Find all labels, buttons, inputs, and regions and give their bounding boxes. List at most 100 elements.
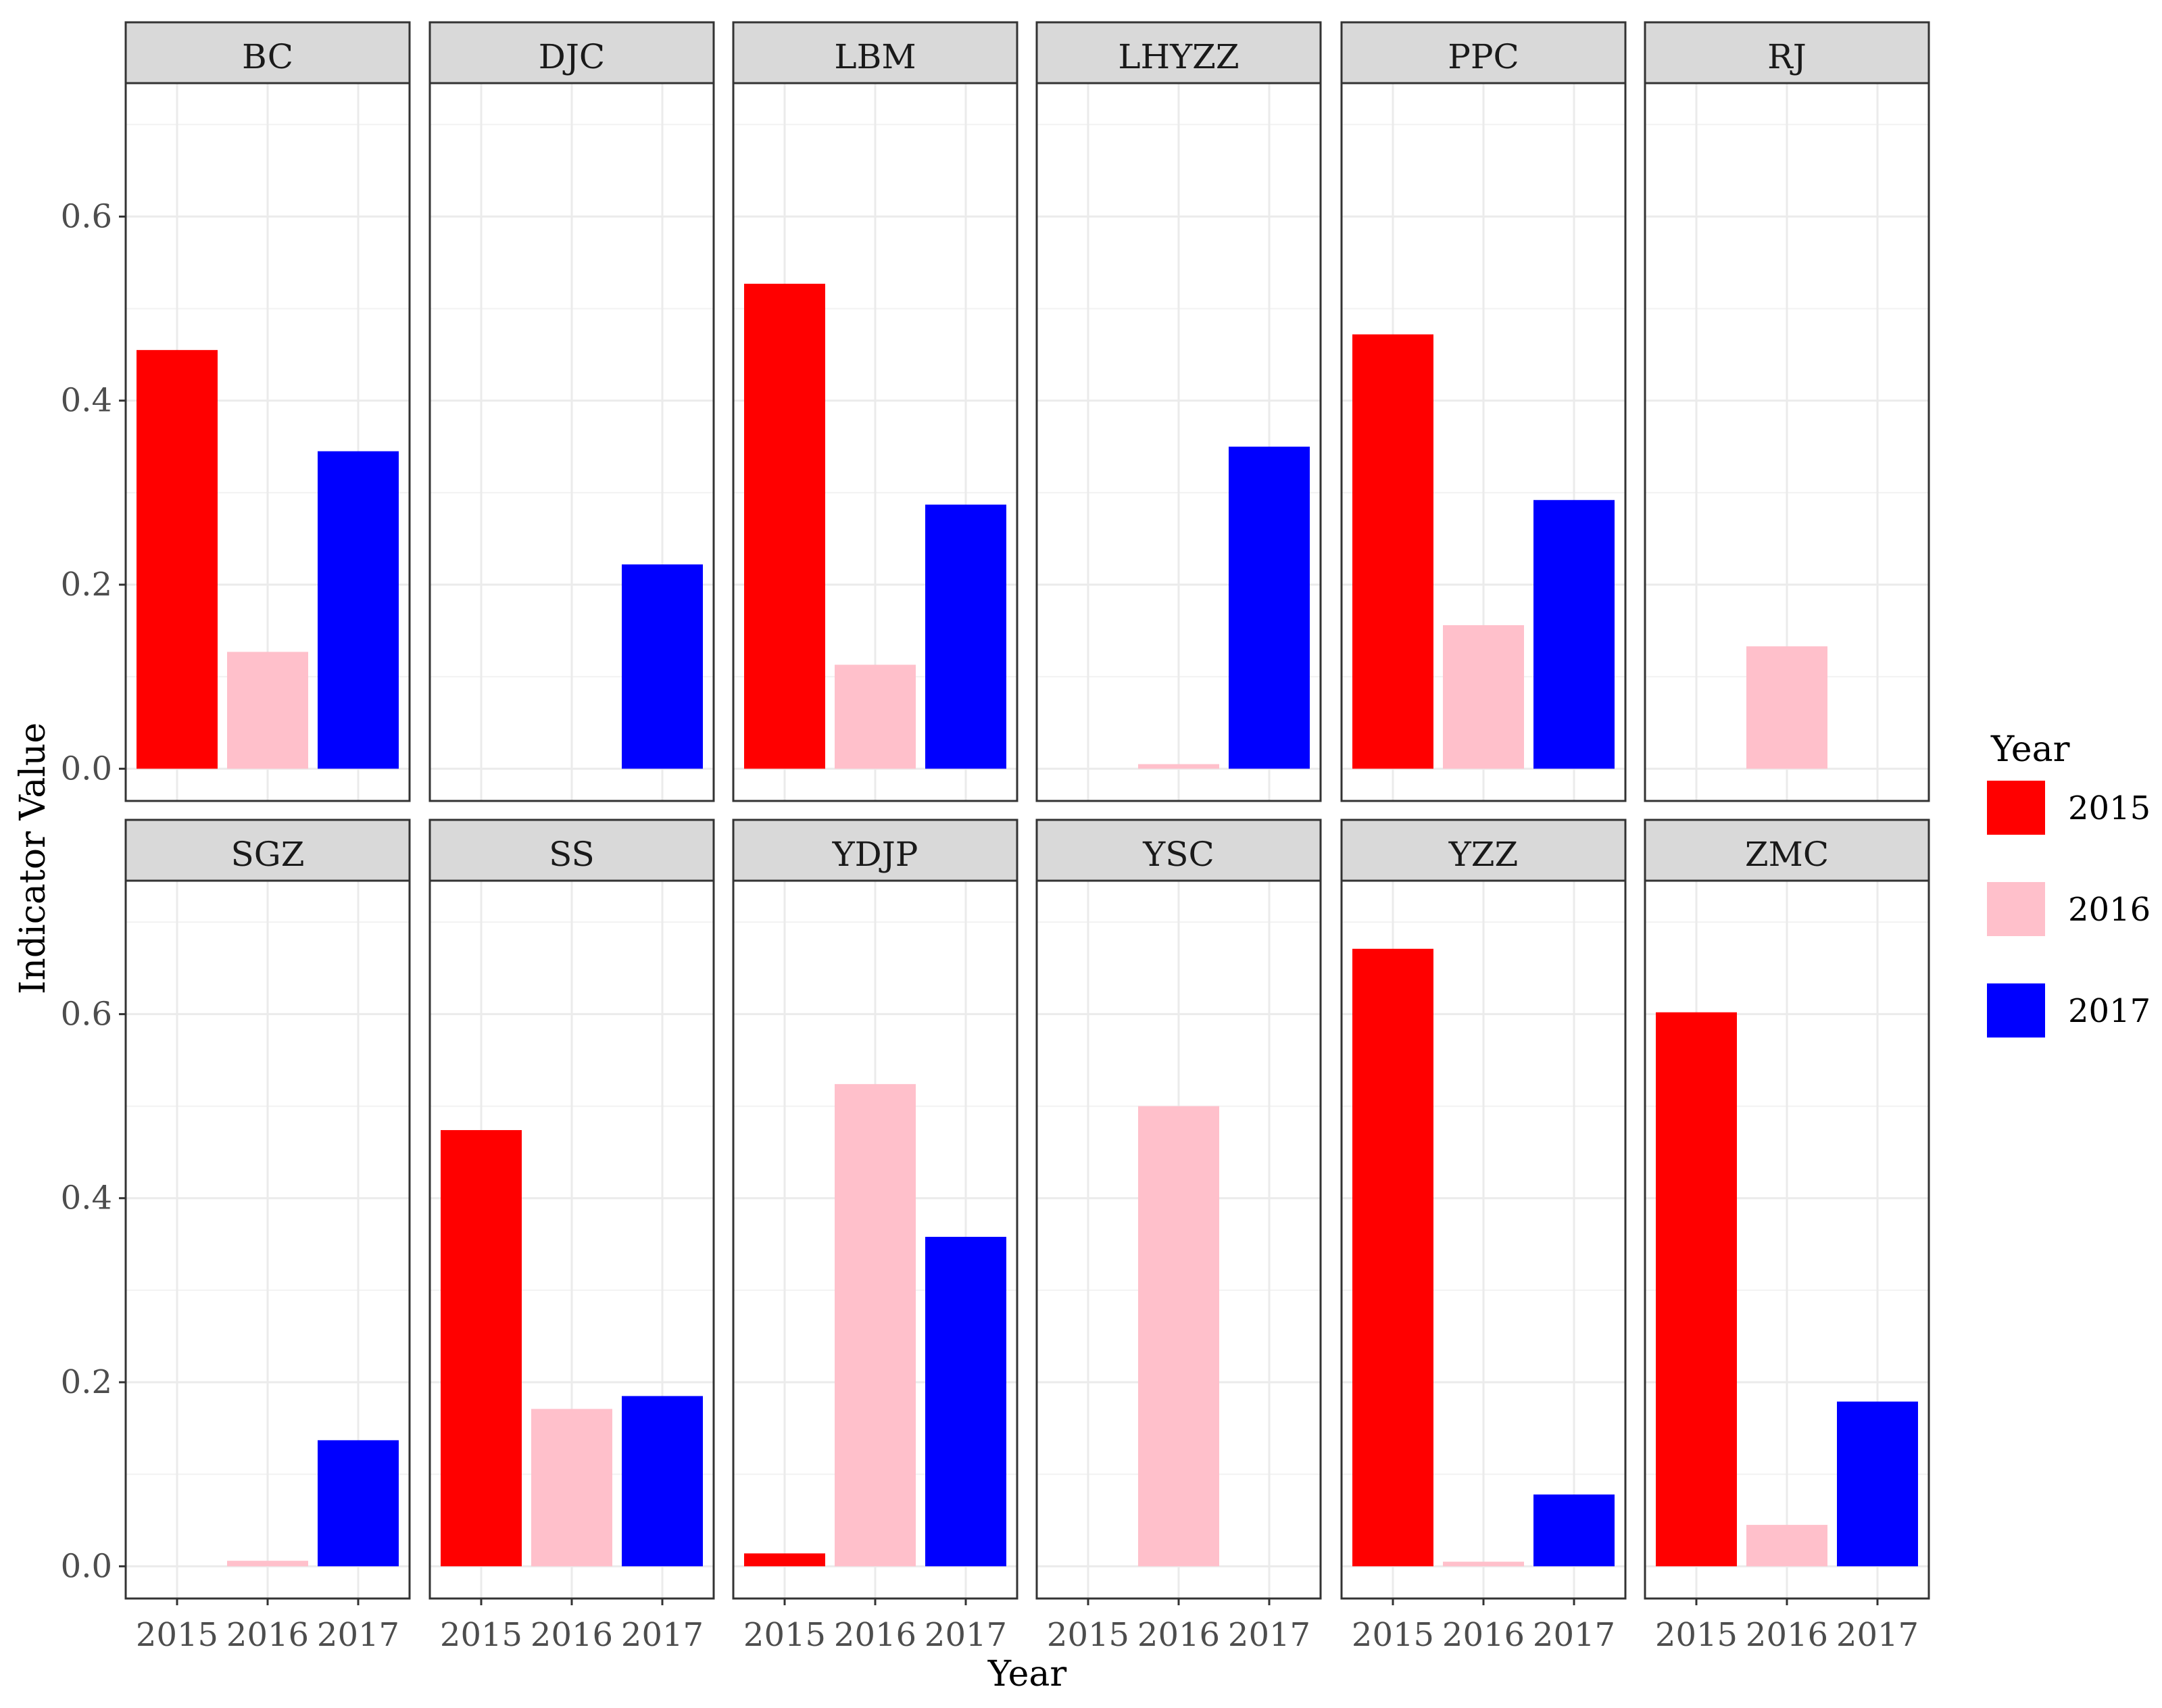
x-tick-label: 2016 <box>1137 1616 1220 1654</box>
panel-border <box>428 82 715 802</box>
bar-sgz-2017 <box>318 1440 399 1567</box>
y-tick-label: 0.6 <box>61 197 112 235</box>
x-tick-label: 2015 <box>743 1616 826 1654</box>
legend-label-2015: 2015 <box>2068 789 2151 827</box>
legend-key-2016 <box>1987 882 2045 936</box>
y-tick-label: 0.6 <box>61 995 112 1033</box>
x-tick-label: 2015 <box>440 1616 522 1654</box>
panel-ppc: PPC <box>1340 21 1627 802</box>
strip-label-ss: SS <box>549 835 595 874</box>
panel-bc: BC <box>124 21 411 802</box>
x-tick-label: 2016 <box>226 1616 309 1654</box>
x-tick-label: 2016 <box>834 1616 916 1654</box>
x-tick-label: 2017 <box>925 1616 1007 1654</box>
x-tick-label: 2017 <box>317 1616 399 1654</box>
strip-label-zmc: ZMC <box>1745 835 1829 874</box>
x-tick-label: 2017 <box>1228 1616 1310 1654</box>
strip-ppc <box>1340 21 1627 84</box>
strip-label-ydjp: YDJP <box>832 835 918 874</box>
bar-zmc-2016 <box>1746 1525 1827 1567</box>
strip-sgz <box>124 819 411 882</box>
strip-ysc <box>1035 819 1322 882</box>
bar-djc-2017 <box>622 564 703 769</box>
bar-ss-2017 <box>622 1396 703 1567</box>
panel-lbm: LBM <box>732 21 1018 802</box>
panel-border <box>1340 82 1627 802</box>
x-tick-label: 2017 <box>1533 1616 1615 1654</box>
bar-ss-2015 <box>441 1129 522 1567</box>
panel-ysc: YSC <box>1035 819 1322 1600</box>
bar-bc-2017 <box>318 451 399 769</box>
y-tick-label: 0.2 <box>61 566 112 604</box>
panel-yzz: YZZ <box>1340 819 1627 1600</box>
panel-ydjp: YDJP <box>732 819 1018 1600</box>
panels-layer: BC DJC LBM LHYZZ PPC RJ SGZ SS YDJP YSC YZZ ZMC <box>124 21 1930 1600</box>
panel-zmc: ZMC <box>1644 819 1930 1600</box>
bar-ydjp-2016 <box>835 1083 916 1567</box>
y-tick-label: 0.0 <box>61 750 112 787</box>
strip-label-bc: BC <box>242 37 293 76</box>
panel-border <box>1644 82 1930 802</box>
bar-zmc-2015 <box>1656 1012 1737 1567</box>
x-tick-label: 2017 <box>1836 1616 1919 1654</box>
strip-djc <box>428 21 715 84</box>
y-axis-title: Indicator Value <box>13 723 53 994</box>
panel-djc: DJC <box>428 21 715 802</box>
x-axis-title: Year <box>987 1654 1067 1694</box>
strip-label-lhyzz: LHYZZ <box>1118 37 1239 76</box>
bar-ysc-2016 <box>1138 1106 1219 1567</box>
bar-ydjp-2017 <box>925 1236 1006 1567</box>
bar-lhyzz-2017 <box>1229 446 1310 769</box>
panel-ss: SS <box>428 819 715 1600</box>
strip-label-rj: RJ <box>1767 37 1807 76</box>
bar-zmc-2017 <box>1837 1401 1918 1567</box>
x-tick-label: 2015 <box>1655 1616 1738 1654</box>
bar-yzz-2017 <box>1533 1494 1615 1567</box>
x-tick-label: 2016 <box>1442 1616 1525 1654</box>
bar-lbm-2017 <box>925 504 1006 769</box>
gridlines <box>1645 83 1929 801</box>
legend-label-2017: 2017 <box>2068 992 2151 1030</box>
x-tick-label: 2015 <box>1352 1616 1434 1654</box>
strip-lhyzz <box>1035 21 1322 84</box>
bar-ppc-2016 <box>1443 625 1524 769</box>
panel-border <box>1035 82 1322 802</box>
y-tick-label: 0.4 <box>61 382 112 420</box>
bar-lbm-2016 <box>835 664 916 769</box>
strip-label-ppc: PPC <box>1448 37 1519 76</box>
panel-border <box>732 82 1018 802</box>
bar-ydjp-2015 <box>744 1553 825 1567</box>
bar-sgz-2016 <box>227 1561 308 1567</box>
bar-ss-2016 <box>531 1409 612 1567</box>
strip-bc <box>124 21 411 84</box>
panel-rj: RJ <box>1644 21 1930 802</box>
panel-border <box>124 82 411 802</box>
strip-yzz <box>1340 819 1627 882</box>
legend-label-2016: 2016 <box>2068 891 2151 929</box>
y-tick-label: 0.4 <box>61 1179 112 1217</box>
bar-lbm-2015 <box>744 283 825 769</box>
x-tick-label: 2015 <box>136 1616 218 1654</box>
panel-lhyzz: LHYZZ <box>1035 21 1322 802</box>
gridlines <box>126 881 410 1599</box>
bar-ppc-2017 <box>1533 499 1615 769</box>
strip-lbm <box>732 21 1018 84</box>
strip-label-yzz: YZZ <box>1448 835 1519 874</box>
x-tick-label: 2016 <box>531 1616 613 1654</box>
strip-label-lbm: LBM <box>834 37 916 76</box>
bar-yzz-2016 <box>1443 1561 1524 1567</box>
legend: Year 2015 2016 2017 <box>1987 729 2151 1038</box>
bar-bc-2016 <box>227 652 308 769</box>
x-axes-layer: 2015 2016 2017 2015 2016 2017 2015 2016 2017 2015… <box>136 1599 1919 1654</box>
legend-key-2015 <box>1987 781 2045 835</box>
strip-rj <box>1644 21 1930 84</box>
x-tick-label: 2016 <box>1746 1616 1828 1654</box>
y-tick-label: 0.2 <box>61 1363 112 1401</box>
bar-rj-2016 <box>1746 646 1827 769</box>
panel-sgz: SGZ <box>124 819 411 1600</box>
bar-ppc-2015 <box>1352 334 1433 769</box>
y-tick-label: 0.0 <box>61 1547 112 1585</box>
x-tick-label: 2017 <box>621 1616 704 1654</box>
strip-label-ysc: YSC <box>1142 835 1214 874</box>
